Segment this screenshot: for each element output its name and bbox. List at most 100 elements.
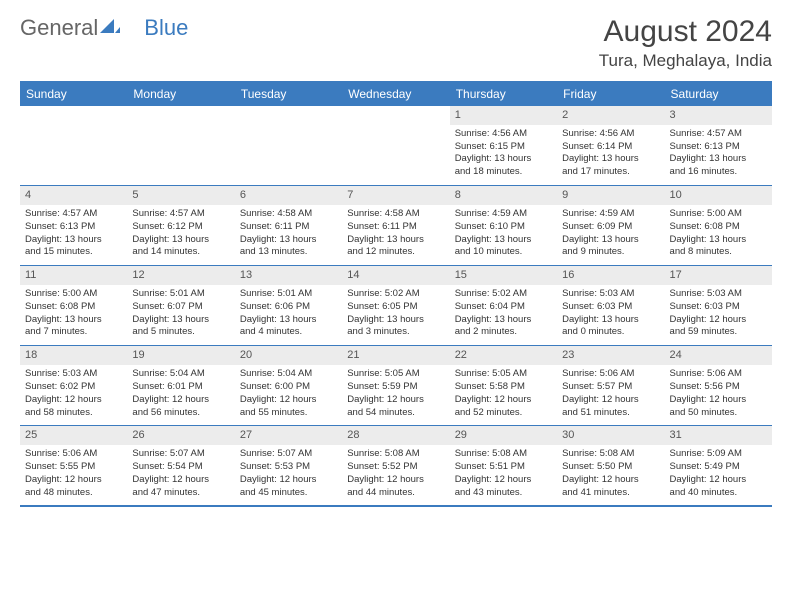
day-number: 23: [557, 346, 664, 365]
sunrise-text: Sunrise: 5:06 AM: [670, 368, 767, 381]
day-number: 4: [20, 186, 127, 205]
sunrise-text: Sunrise: 5:06 AM: [25, 448, 122, 461]
day-body: Sunrise: 4:57 AMSunset: 6:13 PMDaylight:…: [20, 205, 127, 265]
calendar-week-row: 25Sunrise: 5:06 AMSunset: 5:55 PMDayligh…: [20, 426, 772, 507]
day-body: Sunrise: 4:58 AMSunset: 6:11 PMDaylight:…: [235, 205, 342, 265]
sunset-text: Sunset: 6:04 PM: [455, 301, 552, 314]
daylight2-text: and 9 minutes.: [562, 246, 659, 259]
calendar-day-cell: 4Sunrise: 4:57 AMSunset: 6:13 PMDaylight…: [20, 186, 127, 266]
daylight2-text: and 43 minutes.: [455, 487, 552, 500]
daylight1-text: Daylight: 12 hours: [240, 474, 337, 487]
daylight2-text: and 17 minutes.: [562, 166, 659, 179]
sunset-text: Sunset: 6:11 PM: [240, 221, 337, 234]
daylight1-text: Daylight: 13 hours: [132, 314, 229, 327]
daylight1-text: Daylight: 12 hours: [562, 474, 659, 487]
daylight2-text: and 41 minutes.: [562, 487, 659, 500]
daylight1-text: Daylight: 13 hours: [455, 153, 552, 166]
calendar-day-cell: 12Sunrise: 5:01 AMSunset: 6:07 PMDayligh…: [127, 266, 234, 346]
sunrise-text: Sunrise: 5:01 AM: [132, 288, 229, 301]
sunset-text: Sunset: 5:52 PM: [347, 461, 444, 474]
day-body: [235, 125, 342, 134]
sunset-text: Sunset: 6:13 PM: [25, 221, 122, 234]
sunrise-text: Sunrise: 5:08 AM: [347, 448, 444, 461]
day-body: Sunrise: 5:05 AMSunset: 5:58 PMDaylight:…: [450, 365, 557, 425]
daylight2-text: and 54 minutes.: [347, 407, 444, 420]
sunset-text: Sunset: 5:56 PM: [670, 381, 767, 394]
calendar-day-cell: 9Sunrise: 4:59 AMSunset: 6:09 PMDaylight…: [557, 186, 664, 266]
day-number: 19: [127, 346, 234, 365]
sunset-text: Sunset: 6:02 PM: [25, 381, 122, 394]
sunset-text: Sunset: 6:14 PM: [562, 141, 659, 154]
sunrise-text: Sunrise: 5:08 AM: [562, 448, 659, 461]
calendar-day-cell: 24Sunrise: 5:06 AMSunset: 5:56 PMDayligh…: [665, 346, 772, 426]
daylight1-text: Daylight: 13 hours: [670, 234, 767, 247]
day-number: [342, 106, 449, 125]
calendar-day-cell: 25Sunrise: 5:06 AMSunset: 5:55 PMDayligh…: [20, 426, 127, 507]
sunset-text: Sunset: 5:54 PM: [132, 461, 229, 474]
sunset-text: Sunset: 6:06 PM: [240, 301, 337, 314]
daylight1-text: Daylight: 13 hours: [25, 234, 122, 247]
sunrise-text: Sunrise: 5:02 AM: [347, 288, 444, 301]
logo-text-1: General: [20, 15, 98, 41]
sunrise-text: Sunrise: 5:03 AM: [25, 368, 122, 381]
daylight1-text: Daylight: 12 hours: [347, 394, 444, 407]
day-number: 21: [342, 346, 449, 365]
calendar-day-cell: 26Sunrise: 5:07 AMSunset: 5:54 PMDayligh…: [127, 426, 234, 507]
calendar-day-cell: 3Sunrise: 4:57 AMSunset: 6:13 PMDaylight…: [665, 106, 772, 186]
calendar-table: Sunday Monday Tuesday Wednesday Thursday…: [20, 81, 772, 507]
daylight1-text: Daylight: 13 hours: [347, 314, 444, 327]
sunrise-text: Sunrise: 5:01 AM: [240, 288, 337, 301]
day-number: 2: [557, 106, 664, 125]
daylight1-text: Daylight: 13 hours: [455, 234, 552, 247]
daylight2-text: and 56 minutes.: [132, 407, 229, 420]
sunrise-text: Sunrise: 5:03 AM: [562, 288, 659, 301]
sunrise-text: Sunrise: 5:08 AM: [455, 448, 552, 461]
day-body: [20, 125, 127, 134]
daylight2-text: and 18 minutes.: [455, 166, 552, 179]
day-body: Sunrise: 5:08 AMSunset: 5:50 PMDaylight:…: [557, 445, 664, 505]
day-number: 30: [557, 426, 664, 445]
calendar-week-row: 4Sunrise: 4:57 AMSunset: 6:13 PMDaylight…: [20, 186, 772, 266]
sunrise-text: Sunrise: 4:57 AM: [25, 208, 122, 221]
sunset-text: Sunset: 6:10 PM: [455, 221, 552, 234]
calendar-day-cell: 19Sunrise: 5:04 AMSunset: 6:01 PMDayligh…: [127, 346, 234, 426]
day-body: Sunrise: 4:59 AMSunset: 6:10 PMDaylight:…: [450, 205, 557, 265]
weekday-header: Wednesday: [342, 82, 449, 106]
sunrise-text: Sunrise: 5:05 AM: [455, 368, 552, 381]
sunrise-text: Sunrise: 4:56 AM: [562, 128, 659, 141]
calendar-day-cell: [235, 106, 342, 186]
sunrise-text: Sunrise: 5:00 AM: [25, 288, 122, 301]
daylight1-text: Daylight: 13 hours: [132, 234, 229, 247]
day-number: 12: [127, 266, 234, 285]
day-body: Sunrise: 5:03 AMSunset: 6:03 PMDaylight:…: [557, 285, 664, 345]
daylight2-text: and 13 minutes.: [240, 246, 337, 259]
day-number: 22: [450, 346, 557, 365]
logo-text-2: Blue: [144, 15, 188, 41]
calendar-day-cell: [342, 106, 449, 186]
weekday-header: Thursday: [450, 82, 557, 106]
sunrise-text: Sunrise: 5:07 AM: [240, 448, 337, 461]
calendar-day-cell: 22Sunrise: 5:05 AMSunset: 5:58 PMDayligh…: [450, 346, 557, 426]
daylight2-text: and 12 minutes.: [347, 246, 444, 259]
calendar-day-cell: 23Sunrise: 5:06 AMSunset: 5:57 PMDayligh…: [557, 346, 664, 426]
sunset-text: Sunset: 5:55 PM: [25, 461, 122, 474]
day-body: Sunrise: 5:05 AMSunset: 5:59 PMDaylight:…: [342, 365, 449, 425]
daylight2-text: and 8 minutes.: [670, 246, 767, 259]
daylight2-text: and 4 minutes.: [240, 326, 337, 339]
calendar-day-cell: 21Sunrise: 5:05 AMSunset: 5:59 PMDayligh…: [342, 346, 449, 426]
day-number: 24: [665, 346, 772, 365]
day-number: 1: [450, 106, 557, 125]
daylight2-text: and 52 minutes.: [455, 407, 552, 420]
daylight1-text: Daylight: 13 hours: [240, 234, 337, 247]
calendar-day-cell: 13Sunrise: 5:01 AMSunset: 6:06 PMDayligh…: [235, 266, 342, 346]
day-body: Sunrise: 5:06 AMSunset: 5:56 PMDaylight:…: [665, 365, 772, 425]
day-body: Sunrise: 5:00 AMSunset: 6:08 PMDaylight:…: [20, 285, 127, 345]
daylight2-text: and 55 minutes.: [240, 407, 337, 420]
calendar-day-cell: 29Sunrise: 5:08 AMSunset: 5:51 PMDayligh…: [450, 426, 557, 507]
daylight1-text: Daylight: 13 hours: [562, 234, 659, 247]
day-body: [127, 125, 234, 134]
day-body: Sunrise: 5:09 AMSunset: 5:49 PMDaylight:…: [665, 445, 772, 505]
sunrise-text: Sunrise: 4:56 AM: [455, 128, 552, 141]
day-number: 20: [235, 346, 342, 365]
daylight2-text: and 51 minutes.: [562, 407, 659, 420]
